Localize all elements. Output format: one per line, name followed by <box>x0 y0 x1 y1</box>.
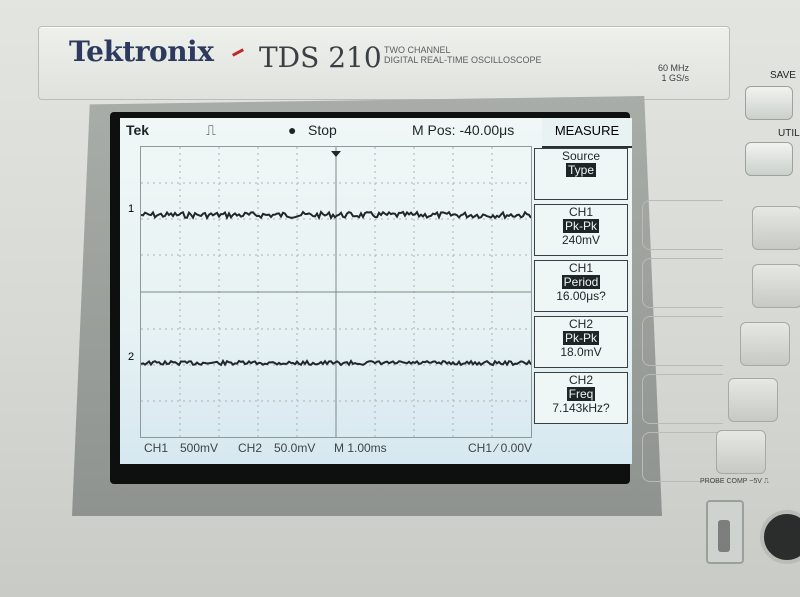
menu-box-ch2-freq[interactable]: CH2 Freq 7.143kHz? <box>534 372 628 424</box>
menu-box-type-label: Type <box>565 163 596 177</box>
lcd-display: Tek ⎍ ● Stop M Pos: -40.00μs MEASURE <box>120 118 632 464</box>
menu-box-source[interactable]: Source Type <box>534 148 628 200</box>
probe-comp-metal <box>718 520 730 552</box>
menu-box-ch2-freq-value: 7.143kHz? <box>552 401 610 415</box>
ch1-label: CH1 <box>144 441 169 455</box>
ch1-marker: 1 <box>128 203 135 215</box>
softkey-bracket-1 <box>642 200 723 250</box>
softkey-1[interactable] <box>752 206 800 250</box>
oscilloscope-header: Tektronix TDS 210 TWO CHANNEL DIGITAL RE… <box>38 26 730 100</box>
menu-box-ch2-freq-channel: CH2 <box>568 373 593 387</box>
trigger-icon: ⎍ <box>206 122 216 138</box>
scale-readout-bar: CH1 500mV CH2 50.0mV M 1.00ms CH1 ∕ 0.00… <box>120 436 632 464</box>
ch2-marker: 2 <box>128 351 135 363</box>
trigger-readout: CH1 ∕ 0.00V <box>468 441 533 455</box>
menu-softkey-panel <box>640 190 800 482</box>
brand-accent-mark <box>231 48 245 57</box>
timebase: M 1.00ms <box>334 441 387 455</box>
probe-comp-terminal[interactable] <box>706 500 744 564</box>
menu-box-ch1-pkpk-value: 240mV <box>561 233 601 247</box>
model-desc-line2: DIGITAL REAL-TIME OSCILLOSCOPE <box>384 55 542 65</box>
softkey-5[interactable] <box>716 430 766 474</box>
softkey-2[interactable] <box>752 264 800 308</box>
menu-box-ch2-pkpk[interactable]: CH2 Pk-Pk 18.0mV <box>534 316 628 368</box>
sample-rate: 1 GS/s <box>661 73 689 83</box>
save-recall-button[interactable] <box>745 86 793 120</box>
brand-logo: Tektronix <box>69 35 214 68</box>
softkey-bracket-2 <box>642 258 723 308</box>
menu-box-source-label: Source <box>561 149 601 163</box>
menu-box-ch1-pkpk[interactable]: CH1 Pk-Pk 240mV <box>534 204 628 256</box>
ch1-trace <box>141 210 531 221</box>
menu-box-ch1-period-value: 16.00μs? <box>556 289 606 303</box>
status-bar: Tek ⎍ ● Stop M Pos: -40.00μs <box>120 118 632 146</box>
util-label: UTIL <box>778 128 800 139</box>
menu-box-ch2-pkpk-value: 18.0mV <box>560 345 602 359</box>
menu-box-ch1-pkpk-channel: CH1 <box>568 205 593 219</box>
horizontal-position: M Pos: -40.00μs <box>412 122 515 138</box>
probe-comp-text: PROBE COMP ~5V ⎍ <box>700 478 769 485</box>
menu-title-label: MEASURE <box>554 123 620 138</box>
trigger-position-marker <box>331 151 341 157</box>
model-description: TWO CHANNEL DIGITAL REAL-TIME OSCILLOSCO… <box>384 45 542 65</box>
model-desc-line1: TWO CHANNEL <box>384 45 451 55</box>
save-label: SAVE <box>770 70 796 81</box>
probe-comp-label: PROBE COMP ~5V ⎍ <box>700 478 769 486</box>
ch2-scale: 50.0mV <box>274 441 316 455</box>
ch2-label: CH2 <box>238 441 263 455</box>
softkey-4[interactable] <box>728 378 778 422</box>
menu-box-ch1-period-type: Period <box>561 275 601 289</box>
run-state: Stop <box>308 122 337 138</box>
spec-label: 60 MHz 1 GS/s <box>658 63 689 83</box>
ch1-scale: 500mV <box>180 441 219 455</box>
softkey-bracket-3 <box>642 316 723 366</box>
menu-box-ch2-pkpk-channel: CH2 <box>568 317 593 331</box>
softkey-bracket-4 <box>642 374 723 424</box>
softkey-3[interactable] <box>740 322 790 366</box>
measure-menu: Source Type CH1 Pk-Pk 240mV CH1 Period 1… <box>530 146 632 436</box>
menu-box-ch1-pkpk-type: Pk-Pk <box>562 219 599 233</box>
model-name: TDS 210 <box>259 41 382 74</box>
ch2-trace <box>141 358 531 367</box>
menu-box-ch2-freq-type: Freq <box>566 387 596 401</box>
waveform-svg <box>141 147 531 437</box>
waveform-grid: 1 2 <box>128 146 532 438</box>
tek-label: Tek <box>126 122 150 138</box>
softkey-bracket-5 <box>642 432 723 482</box>
menu-box-ch2-pkpk-type: Pk-Pk <box>562 331 599 345</box>
measure-menu-title[interactable]: MEASURE <box>542 118 632 148</box>
bnc-connector[interactable] <box>760 510 800 564</box>
menu-box-ch1-period[interactable]: CH1 Period 16.00μs? <box>534 260 628 312</box>
menu-box-ch1-period-channel: CH1 <box>568 261 593 275</box>
utility-button[interactable] <box>745 142 793 176</box>
bandwidth: 60 MHz <box>657 63 689 73</box>
run-state-dot-icon: ● <box>288 122 297 138</box>
